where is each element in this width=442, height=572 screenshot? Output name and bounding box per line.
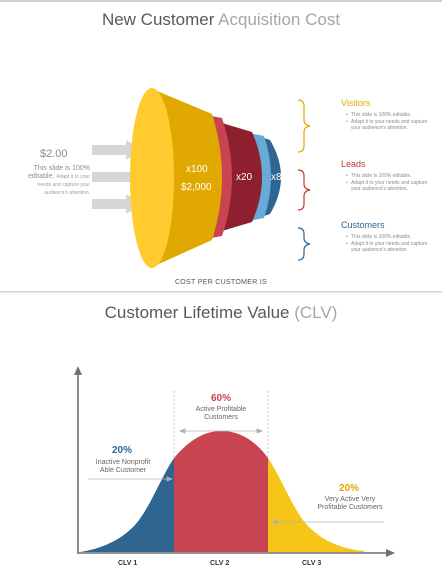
- bracket-leads: [297, 169, 311, 211]
- visitors-line-1: This slide is 100% editable.: [346, 112, 431, 119]
- title2-light-part: (CLV): [294, 303, 338, 322]
- visitors-title: Visitors: [341, 98, 371, 108]
- customers-desc: This slide is 100% editable. Adapt it to…: [346, 234, 431, 254]
- title-light-part: Acquisition Cost: [218, 10, 341, 29]
- clv3-label-line1: Very Active Very: [324, 496, 376, 503]
- visitors-line-2: Adapt it to your needs and capture your …: [346, 119, 431, 132]
- slide-clv: Customer Lifetime Value (CLV): [0, 293, 442, 572]
- funnel-seg1-price: $2,000: [181, 182, 212, 193]
- clv2-label: Active Profitable Customers: [180, 406, 262, 422]
- left-price: $2.00: [40, 148, 68, 160]
- bracket-customers: [297, 227, 311, 261]
- funnel-seg3-multiplier: x8: [271, 172, 282, 183]
- arrow-bottom: [92, 194, 142, 214]
- funnel-footer: COST PER CUSTOMER IS: [174, 279, 268, 286]
- funnel-seg1-multiplier: x100: [186, 164, 208, 175]
- customers-line-1: This slide is 100% editable.: [346, 234, 431, 241]
- leads-line-1: This slide is 100% editable.: [346, 173, 431, 180]
- funnel-seg2-multiplier: x20: [236, 172, 253, 183]
- left-desc-bold: This slide is 100% editable.: [27, 165, 90, 180]
- clv2-label-line1: Active Profitable: [195, 406, 247, 413]
- clv3-label-line2: Profitable Customers: [317, 504, 383, 511]
- customers-title: Customers: [341, 220, 385, 230]
- slide-acquisition-cost: New Customer Acquisition Cost: [0, 0, 442, 292]
- divider-lines: [173, 391, 269, 458]
- left-description: This slide is 100% editable. Adapt it to…: [20, 165, 90, 197]
- range-arrows: [88, 428, 384, 525]
- leads-title: Leads: [341, 159, 366, 169]
- title2-dark-part: Customer Lifetime Value: [104, 303, 290, 322]
- axes: [77, 373, 388, 554]
- visitors-desc: This slide is 100% editable. Adapt it to…: [346, 112, 431, 132]
- slide2-title: Customer Lifetime Value (CLV): [0, 303, 442, 323]
- x-axis-arrowhead: [386, 549, 395, 557]
- clv1-label-line1: Inactive Nonprofit: [95, 459, 151, 466]
- clv1-percentage: 20%: [112, 445, 133, 456]
- funnel-diagram: [92, 88, 311, 268]
- bracket-visitors: [297, 99, 311, 153]
- area-clv3: [268, 458, 364, 552]
- area-clv2: [174, 431, 268, 552]
- y-axis-arrowhead: [74, 366, 82, 375]
- slide-title: New Customer Acquisition Cost: [0, 10, 442, 30]
- x-label-clv3: CLV 3: [302, 560, 322, 567]
- title-dark-part: New Customer: [101, 10, 215, 29]
- clv3-label: Very Active Very Profitable Customers: [306, 496, 394, 512]
- funnel-front-face: [130, 88, 174, 268]
- x-label-clv1: CLV 1: [118, 560, 138, 567]
- slide-top-border: [0, 0, 442, 2]
- area-clv1: [80, 458, 174, 552]
- clv1-label-line2: Able Customer: [99, 467, 147, 474]
- clv2-label-line2: Customers: [204, 414, 238, 421]
- customers-line-2: Adapt it to your needs and capture your …: [346, 241, 431, 254]
- clv1-label: Inactive Nonprofit Able Customer: [82, 459, 164, 475]
- leads-desc: This slide is 100% editable. Adapt it to…: [346, 173, 431, 193]
- clv2-percentage: 60%: [211, 393, 232, 404]
- clv3-percentage: 20%: [339, 483, 360, 494]
- arrow-top: [92, 140, 142, 160]
- x-label-clv2: CLV 2: [210, 560, 230, 567]
- clv-curve-chart: [74, 366, 395, 557]
- leads-line-2: Adapt it to your needs and capture your …: [346, 180, 431, 193]
- left-desc-rest: Adapt it to your needs and capture your …: [37, 174, 90, 196]
